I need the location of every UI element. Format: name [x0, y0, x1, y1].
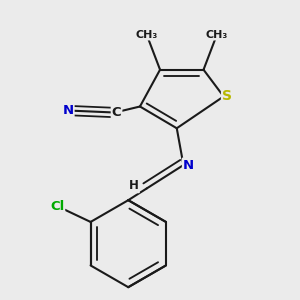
Text: CH₃: CH₃ — [206, 30, 228, 40]
Text: Cl: Cl — [50, 200, 64, 213]
Text: H: H — [129, 179, 139, 192]
Text: CH₃: CH₃ — [136, 30, 158, 40]
Text: N: N — [62, 104, 74, 117]
Text: C: C — [112, 106, 122, 119]
Text: N: N — [183, 159, 194, 172]
Text: S: S — [222, 89, 232, 103]
